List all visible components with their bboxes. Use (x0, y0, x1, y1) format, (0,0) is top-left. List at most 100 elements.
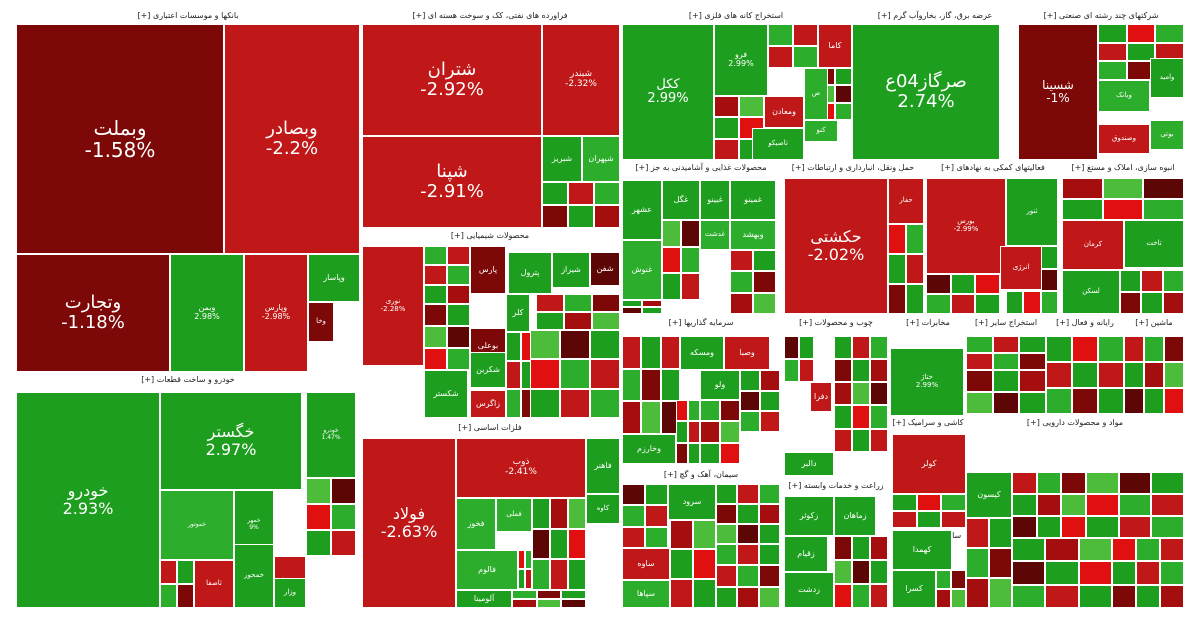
stock-tile[interactable] (852, 560, 870, 584)
stock-tile[interactable] (888, 224, 906, 254)
stock-tile[interactable] (1086, 516, 1119, 538)
stock-tile[interactable] (1012, 561, 1046, 585)
stock-tile[interactable] (645, 484, 668, 506)
stock-tile[interactable] (720, 421, 740, 443)
stock-tile[interactable] (700, 442, 720, 464)
stock-tile[interactable] (1160, 584, 1184, 608)
stock-tile[interactable] (662, 273, 681, 300)
stock-tile[interactable] (966, 392, 993, 414)
stock-tile[interactable] (1118, 516, 1152, 538)
stock-tile[interactable] (1086, 472, 1119, 494)
stock-tile[interactable]: ککل 2.99% (622, 24, 714, 160)
sector-title[interactable]: کاشی و سرامیک [+] (892, 418, 964, 427)
stock-tile[interactable] (1046, 362, 1072, 388)
stock-tile[interactable] (1126, 24, 1156, 43)
stock-tile[interactable] (870, 536, 888, 560)
stock-tile[interactable] (1078, 584, 1112, 608)
stock-tile[interactable]: زاگرس (470, 390, 506, 418)
stock-tile[interactable] (681, 273, 700, 300)
stock-tile[interactable] (447, 246, 470, 266)
stock-tile[interactable] (622, 505, 645, 527)
stock-tile[interactable]: تاصیکو (752, 128, 804, 160)
stock-tile[interactable] (532, 528, 550, 560)
stock-tile[interactable]: کنو (804, 120, 838, 142)
stock-tile[interactable] (1143, 199, 1184, 220)
stock-tile[interactable]: کولر (892, 434, 966, 494)
stock-tile[interactable] (737, 544, 759, 566)
stock-tile[interactable] (740, 411, 760, 432)
stock-tile[interactable] (1162, 292, 1184, 314)
stock-tile[interactable] (645, 505, 668, 527)
stock-tile[interactable]: کرمان (1062, 220, 1124, 270)
sector-title[interactable]: سیمان، آهک و گچ [+] (663, 470, 739, 479)
stock-tile[interactable] (852, 336, 870, 359)
stock-tile[interactable] (676, 442, 688, 464)
stock-tile[interactable]: فملی (496, 498, 532, 532)
stock-tile[interactable] (1036, 494, 1062, 516)
stock-tile[interactable] (758, 586, 780, 608)
stock-tile[interactable] (966, 353, 993, 370)
stock-tile[interactable] (331, 504, 356, 530)
stock-tile[interactable] (542, 205, 568, 228)
stock-tile[interactable] (1160, 538, 1184, 562)
stock-tile[interactable] (1045, 561, 1079, 585)
sector-title[interactable]: فلزات اساسی [+] (458, 423, 522, 432)
stock-tile[interactable]: عشهر (622, 180, 662, 240)
stock-tile[interactable] (758, 565, 780, 587)
stock-tile[interactable] (870, 560, 888, 584)
stock-tile[interactable]: غمینو (730, 180, 776, 220)
stock-tile[interactable] (550, 559, 568, 590)
stock-tile[interactable] (716, 586, 738, 608)
stock-tile[interactable] (716, 504, 738, 524)
stock-tile[interactable]: وزار (274, 578, 306, 608)
stock-tile[interactable] (700, 400, 720, 422)
stock-tile[interactable]: شسینا -1% (1018, 24, 1098, 160)
stock-tile[interactable] (568, 205, 594, 228)
stock-tile[interactable] (1141, 292, 1163, 314)
stock-tile[interactable] (906, 224, 924, 254)
stock-tile[interactable]: سپاها (622, 580, 670, 608)
stock-tile[interactable] (622, 526, 645, 548)
stock-tile[interactable] (670, 578, 693, 608)
stock-tile[interactable] (720, 442, 740, 464)
stock-tile[interactable]: خودرو 2.93% (16, 392, 160, 608)
stock-tile[interactable] (1072, 388, 1098, 414)
stock-tile[interactable] (951, 570, 966, 589)
stock-tile[interactable]: صرگاز04ع 2.74% (852, 24, 1000, 160)
stock-tile[interactable]: زکوثر (784, 496, 834, 536)
stock-tile[interactable] (1120, 292, 1142, 314)
stock-tile[interactable] (568, 559, 586, 590)
stock-tile[interactable]: وبهشد (730, 220, 776, 250)
stock-tile[interactable]: وصندوق (1098, 124, 1150, 154)
stock-tile[interactable]: وصبا (724, 336, 770, 370)
stock-tile[interactable] (737, 524, 759, 544)
stock-tile[interactable] (966, 336, 993, 353)
stock-tile[interactable] (966, 548, 989, 578)
sector-title[interactable]: محصولات غذایی و آشامیدنی به جز [+] (635, 163, 767, 172)
stock-tile[interactable] (966, 578, 989, 608)
stock-tile[interactable] (536, 590, 562, 599)
stock-tile[interactable]: خموتور (160, 490, 234, 560)
stock-tile[interactable]: وپارس -2.98% (244, 254, 308, 372)
stock-tile[interactable] (550, 528, 568, 560)
stock-tile[interactable]: شکستر (424, 370, 468, 418)
stock-tile[interactable]: ساوه (622, 548, 670, 580)
stock-tile[interactable] (941, 511, 966, 528)
stock-tile[interactable] (1098, 61, 1127, 80)
stock-tile[interactable] (936, 570, 951, 589)
stock-tile[interactable] (681, 246, 700, 274)
stock-tile[interactable] (852, 428, 870, 452)
stock-tile[interactable] (688, 400, 700, 422)
stock-tile[interactable] (737, 565, 759, 587)
stock-tile[interactable] (530, 359, 560, 389)
stock-tile[interactable]: وبملت -1.58% (16, 24, 224, 254)
stock-tile[interactable]: شیراز (552, 252, 590, 288)
stock-tile[interactable]: شپهران (582, 136, 620, 182)
stock-tile[interactable] (542, 182, 568, 205)
stock-tile[interactable]: ولو (700, 370, 740, 400)
stock-tile[interactable]: حکشتی -2.02% (784, 178, 888, 314)
stock-tile[interactable] (737, 586, 759, 608)
stock-tile[interactable]: غنوش (622, 240, 662, 300)
stock-tile[interactable]: وبانک (1098, 80, 1150, 112)
stock-tile[interactable] (568, 498, 586, 529)
